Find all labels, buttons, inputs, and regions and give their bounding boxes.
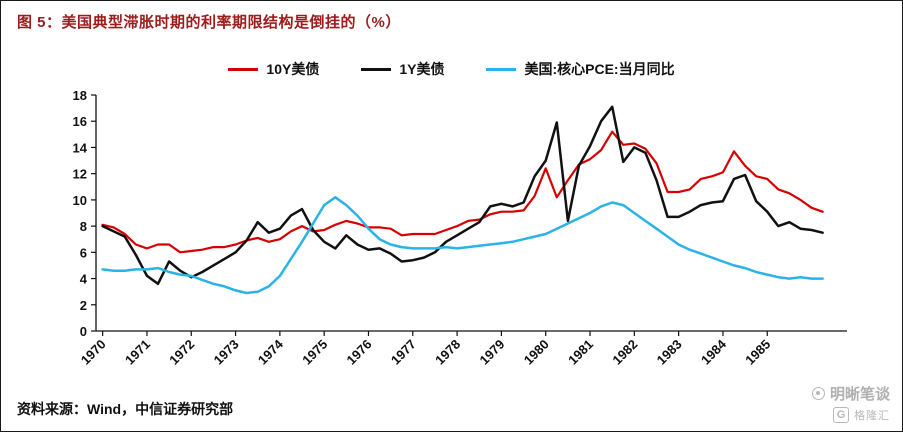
legend-swatch-cyan xyxy=(486,67,517,71)
line-chart-svg: 0 2 4 6 8 10 12 14 16 18 1970 1971 1972 1973 1974 1975 1… xyxy=(73,88,847,368)
svg-text:1977: 1977 xyxy=(388,337,419,368)
svg-text:1983: 1983 xyxy=(654,337,685,368)
legend-label: 美国:核心PCE:当月同比 xyxy=(524,61,675,77)
svg-text:1970: 1970 xyxy=(78,337,109,368)
svg-text:1978: 1978 xyxy=(432,337,463,368)
legend-label: 10Y美债 xyxy=(266,61,320,77)
svg-text:1984: 1984 xyxy=(698,336,730,368)
gelonghui-logo-text: 格隆汇 xyxy=(854,410,890,422)
svg-text:12: 12 xyxy=(73,167,87,182)
legend-swatch-red xyxy=(228,67,259,71)
svg-text:1979: 1979 xyxy=(476,337,507,368)
legend-label: 1Y美债 xyxy=(399,61,445,77)
wechat-account-icon xyxy=(811,387,825,400)
legend-swatch-black xyxy=(361,67,392,71)
watermark-account-row: 明晰笔谈 xyxy=(811,383,890,404)
svg-text:1982: 1982 xyxy=(609,337,640,368)
svg-text:1985: 1985 xyxy=(742,337,773,368)
legend-item-10y: 10Y美债 xyxy=(228,59,319,79)
svg-text:8: 8 xyxy=(80,219,87,234)
legend-item-pce: 美国:核心PCE:当月同比 xyxy=(486,59,675,79)
svg-text:1973: 1973 xyxy=(211,337,242,368)
svg-text:16: 16 xyxy=(73,114,87,129)
svg-text:10: 10 xyxy=(73,193,87,208)
svg-text:6: 6 xyxy=(80,245,87,260)
svg-text:18: 18 xyxy=(73,88,87,103)
svg-text:1972: 1972 xyxy=(166,337,197,368)
svg-text:0: 0 xyxy=(80,324,87,339)
svg-text:4: 4 xyxy=(80,272,88,287)
svg-text:14: 14 xyxy=(73,140,88,155)
svg-text:1976: 1976 xyxy=(344,337,375,368)
source-note: 资料来源：Wind，中信证券研究部 xyxy=(17,401,234,417)
gelonghui-logo-icon: G xyxy=(833,407,849,423)
svg-text:2: 2 xyxy=(80,298,87,313)
svg-text:1971: 1971 xyxy=(122,337,153,368)
svg-text:1981: 1981 xyxy=(565,337,596,368)
watermark-account-name: 明晰笔谈 xyxy=(829,386,890,403)
svg-text:1974: 1974 xyxy=(255,336,287,368)
watermark: 明晰笔谈 G 格隆汇 xyxy=(811,383,890,423)
figure-title: 图 5：美国典型滞胀时期的利率期限结构是倒挂的（%） xyxy=(17,14,401,31)
chart-legend: 10Y美债 1Y美债 美国:核心PCE:当月同比 xyxy=(1,59,902,79)
legend-item-1y: 1Y美债 xyxy=(361,59,444,79)
svg-text:1975: 1975 xyxy=(299,337,330,368)
watermark-logo-row: G 格隆汇 xyxy=(833,407,890,423)
svg-text:1980: 1980 xyxy=(521,337,552,368)
